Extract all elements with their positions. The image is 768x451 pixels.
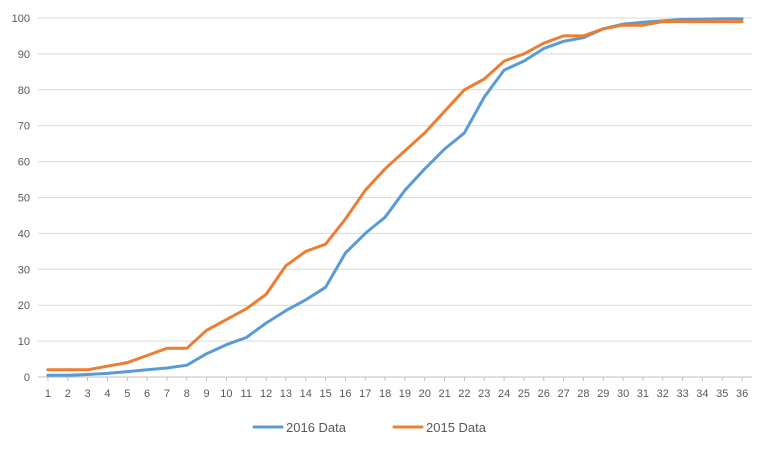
x-tick-label: 12 (260, 388, 272, 400)
y-tick-label: 70 (18, 121, 30, 133)
x-tick-label: 8 (184, 388, 190, 400)
x-tick-label: 14 (300, 388, 312, 400)
x-tick-label: 22 (458, 388, 470, 400)
x-tick-label: 4 (104, 388, 110, 400)
x-tick-label: 33 (676, 388, 688, 400)
x-tick-label: 6 (144, 388, 150, 400)
x-tick-label: 23 (478, 388, 490, 400)
x-tick-label: 9 (204, 388, 210, 400)
legend-label-1: 2016 Data (286, 420, 347, 435)
y-tick-label: 20 (18, 300, 30, 312)
x-tick-label: 30 (617, 388, 629, 400)
x-tick-label: 13 (280, 388, 292, 400)
y-axis-tick-labels: 0 10 20 30 40 50 60 70 80 90 100 (12, 13, 30, 384)
y-tick-label: 10 (18, 336, 30, 348)
y-tick-label: 40 (18, 228, 30, 240)
x-tick-label: 15 (319, 388, 331, 400)
y-tick-label: 50 (18, 193, 30, 205)
x-tick-label: 11 (241, 388, 252, 400)
series-line-2 (46, 20, 744, 372)
x-tick-label: 25 (518, 388, 530, 400)
y-tick-label: 80 (18, 85, 30, 97)
series-lines (46, 17, 744, 377)
x-tick-label: 36 (736, 388, 748, 400)
y-tick-label: 30 (18, 264, 30, 276)
x-tick-label: 18 (379, 388, 391, 400)
x-tick-label: 20 (419, 388, 431, 400)
legend-label-2: 2015 Data (426, 420, 487, 435)
x-tick-label: 34 (696, 388, 708, 400)
legend: 2016 Data 2015 Data (252, 420, 487, 435)
x-tick-label: 27 (557, 388, 569, 400)
x-tick-label: 24 (498, 388, 510, 400)
x-tick-label: 16 (339, 388, 351, 400)
x-tick-label: 5 (124, 388, 130, 400)
y-tick-label: 100 (12, 13, 30, 25)
x-tick-label: 28 (577, 388, 589, 400)
y-tick-label: 90 (18, 49, 30, 61)
x-tick-label: 29 (597, 388, 609, 400)
y-tick-label: 60 (18, 157, 30, 169)
series-line-1 (46, 17, 744, 377)
x-tick-label: 10 (220, 388, 232, 400)
x-tick-label: 21 (438, 388, 450, 400)
x-tick-label: 31 (637, 388, 649, 400)
x-tick-label: 3 (85, 388, 91, 400)
y-tick-label: 0 (24, 372, 30, 384)
x-tick-label: 1 (45, 388, 51, 400)
x-tick-label: 7 (164, 388, 170, 400)
gridlines (38, 17, 752, 378)
x-tick-label: 17 (359, 388, 371, 400)
x-tick-label: 19 (399, 388, 411, 400)
x-axis-tick-labels: 1 2 3 4 5 6 7 8 9 10 11 12 13 14 15 16 17 18 19 20 21 22 23 24 2… (45, 377, 748, 400)
x-tick-label: 32 (657, 388, 669, 400)
x-tick-label: 2 (65, 388, 71, 400)
x-tick-label: 26 (538, 388, 550, 400)
x-tick-label: 35 (716, 388, 728, 400)
